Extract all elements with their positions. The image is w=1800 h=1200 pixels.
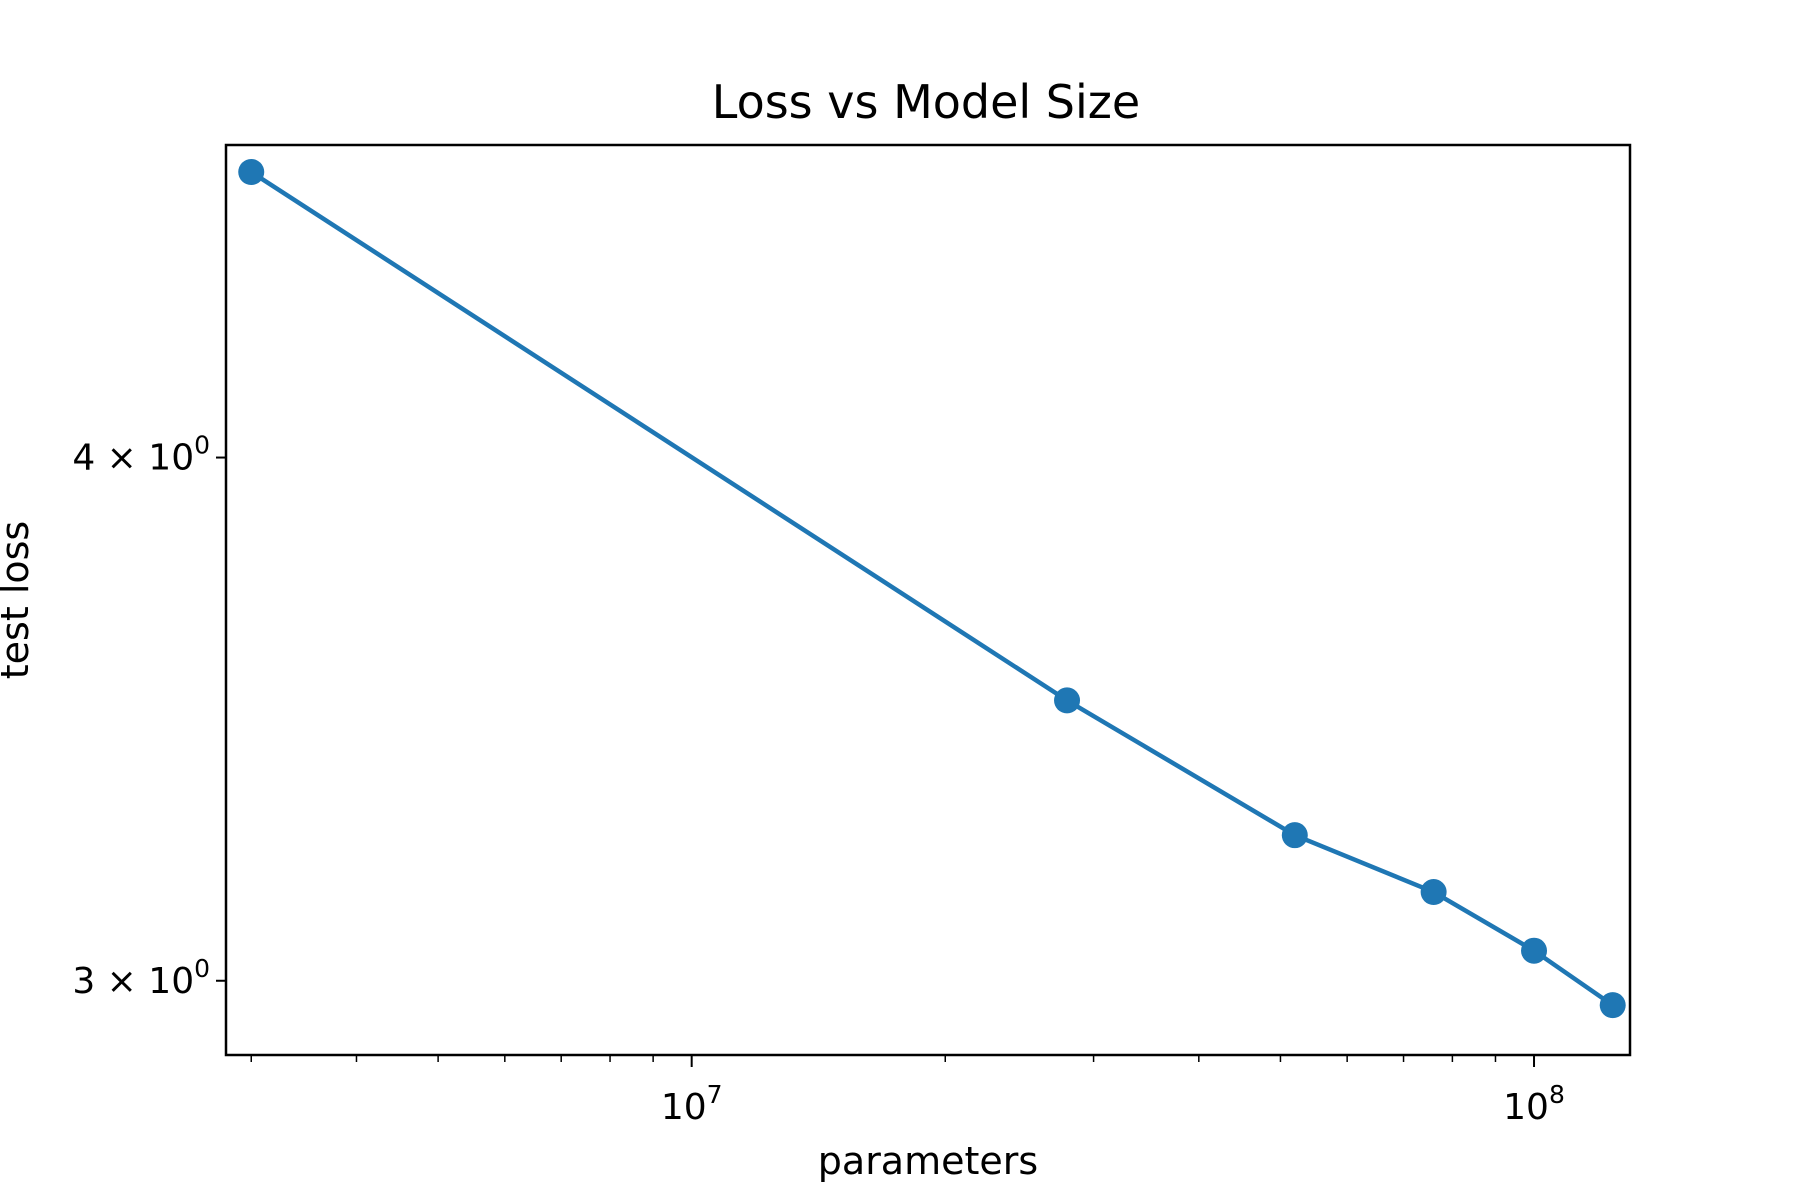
chart-title: Loss vs Model Size [712,75,1141,129]
x-axis-label: parameters [818,1139,1038,1183]
y-axis-label: test loss [0,521,37,679]
data-point [238,159,265,186]
plot-area [238,159,1626,1019]
series-line [248,169,1615,1008]
y-tick-label: 3 × 100 [72,954,210,1002]
x-tick-label: 108 [1503,1080,1565,1128]
y-axis: 3 × 100 4 × 100 [72,431,226,1002]
data-point [1599,992,1626,1019]
data-point [1054,687,1081,714]
data-point [1420,879,1447,906]
x-axis: 107 108 [250,1055,1565,1128]
data-point [1281,822,1308,849]
plot-frame [224,143,1632,1057]
y-tick-label: 4 × 100 [72,431,210,479]
x-tick-label: 107 [661,1080,723,1128]
data-point [1521,937,1548,964]
